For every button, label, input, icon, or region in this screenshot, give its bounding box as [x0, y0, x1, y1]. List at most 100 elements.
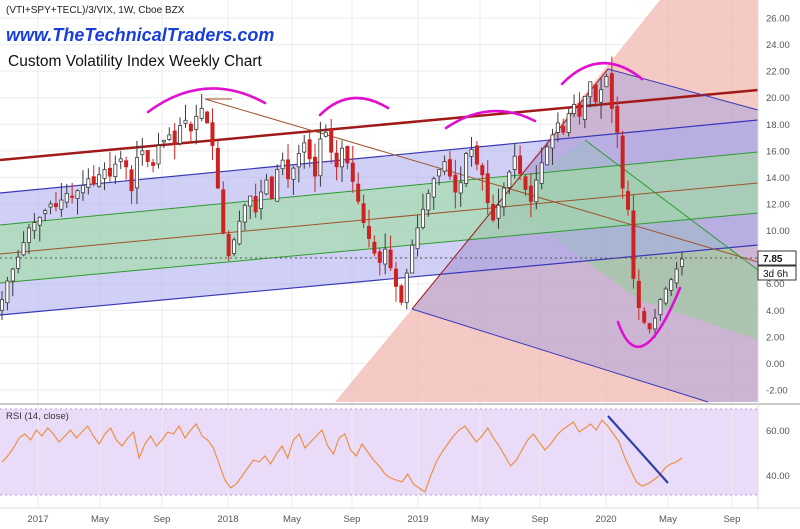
candle-body — [26, 227, 31, 243]
price-tick: 22.00 — [766, 67, 790, 78]
candle-body — [318, 138, 323, 177]
candle-body — [561, 126, 566, 133]
candle-body — [658, 299, 663, 316]
candle-body — [37, 216, 42, 226]
time-tick: 2017 — [27, 514, 48, 525]
candle-body — [534, 179, 539, 203]
candle-body — [280, 159, 285, 170]
candle-body — [366, 226, 371, 239]
countdown-label: 3d 6h — [763, 269, 788, 280]
chart-title: Custom Volatility Index Weekly Chart — [8, 53, 263, 70]
candle-body — [259, 191, 264, 209]
candle-body — [5, 280, 10, 304]
candle-body — [339, 147, 344, 168]
time-tick: 2018 — [217, 514, 238, 525]
price-axis: 26.00 24.00 22.00 20.00 18.00 16.00 14.00 12.00… — [766, 14, 790, 397]
candle-body — [507, 171, 512, 188]
channel-green-band — [0, 152, 758, 283]
candle-body — [226, 233, 231, 257]
last-price-label: 7.85 — [763, 254, 783, 265]
candle-body — [501, 187, 506, 208]
rsi-label: RSI (14, close) — [6, 411, 69, 422]
candle-body — [588, 81, 593, 98]
time-axis: 2017 May Sep 2018 May Sep 2019 May Sep 2020 May Sep — [27, 514, 740, 525]
candle-body — [426, 192, 431, 211]
time-tick: 2019 — [407, 514, 428, 525]
time-tick: May — [471, 514, 489, 525]
candle-body — [232, 239, 237, 254]
rsi-tick-40: 40.00 — [766, 471, 790, 482]
candle-body — [188, 123, 193, 132]
price-tick: 4.00 — [766, 306, 785, 317]
time-tick: Sep — [344, 514, 361, 525]
candle-body — [620, 135, 625, 189]
candle-body — [669, 279, 674, 291]
arc-top-2018 — [318, 96, 390, 117]
candle-body — [431, 178, 436, 198]
candle-body — [10, 268, 15, 282]
candle-body — [523, 176, 528, 190]
countdown-badge — [757, 265, 797, 281]
candle-body — [124, 160, 129, 168]
candle-body — [167, 134, 172, 140]
candle-body — [480, 165, 485, 176]
candle-body — [485, 173, 490, 204]
candle-body — [161, 139, 166, 143]
candle-body — [205, 111, 210, 124]
candle-body — [313, 156, 318, 177]
candle-body — [453, 174, 458, 193]
candle-body — [242, 204, 247, 223]
time-tick: May — [659, 514, 677, 525]
rsi-tick-60: 60.00 — [766, 426, 790, 437]
symbol-line: (VTI+SPY+TECL)/3/VIX, 1W, Cboe BZX — [6, 5, 185, 16]
candle-body — [512, 155, 517, 170]
arc-bottom-2020 — [616, 286, 682, 349]
candle-body — [183, 119, 188, 124]
candle-body — [680, 258, 685, 267]
candle-body — [118, 158, 123, 162]
channel-top-line — [0, 119, 759, 194]
price-tick: 14.00 — [766, 173, 790, 184]
candle-body — [151, 162, 156, 166]
candle-body — [647, 323, 652, 330]
candle-body — [528, 185, 533, 202]
candle-body — [545, 146, 550, 166]
candle-body — [626, 191, 631, 210]
candle-body — [356, 183, 361, 202]
lower-pitchfork-green-line — [584, 139, 759, 271]
candle-body — [215, 147, 220, 189]
time-tick: Sep — [532, 514, 549, 525]
candle-body — [221, 189, 226, 234]
candle-body — [237, 220, 242, 245]
candle-body — [550, 134, 555, 149]
candle-body — [80, 184, 85, 194]
candle-body — [156, 145, 161, 165]
candle-body — [609, 73, 614, 109]
arc-markers — [146, 61, 682, 349]
time-tick: May — [91, 514, 109, 525]
candle-body — [577, 103, 582, 117]
price-tick: 12.00 — [766, 200, 790, 211]
candle-body — [296, 153, 301, 168]
candle-body — [129, 169, 134, 192]
candle-body — [140, 150, 145, 156]
candle-body — [97, 174, 102, 187]
candle-body — [469, 149, 474, 157]
lower-pitchfork-bottom — [411, 308, 709, 403]
candle-body — [372, 241, 377, 254]
candle-body — [0, 299, 4, 311]
candle-body — [350, 162, 355, 182]
candle-body — [329, 128, 334, 153]
candle-body — [663, 288, 668, 304]
channel-median-line — [0, 182, 759, 255]
candle-body — [291, 167, 296, 180]
candle-body — [107, 167, 112, 177]
candle-body — [674, 268, 679, 284]
candle-body — [269, 176, 274, 200]
candle-body — [194, 115, 199, 130]
candle-body — [474, 145, 479, 165]
candle-body — [383, 248, 388, 265]
candle-body — [32, 222, 37, 232]
candles — [0, 56, 685, 339]
